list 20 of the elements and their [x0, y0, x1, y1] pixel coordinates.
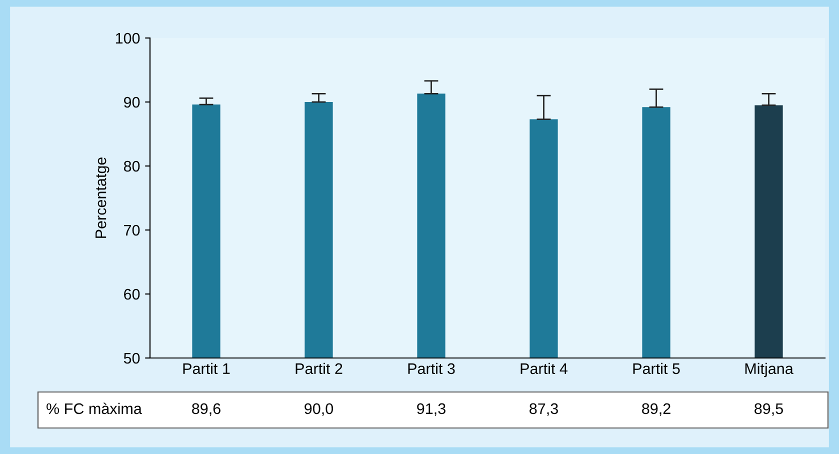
data-label: 89,6 — [192, 403, 220, 416]
y-tick-label: 50 — [124, 352, 140, 364]
x-tick-label: Partit 5 — [633, 362, 680, 374]
data-label: 89,5 — [754, 403, 783, 416]
data-label: 91,3 — [417, 403, 446, 416]
x-tick-label: Partit 1 — [183, 362, 230, 374]
x-tick-label: Partit 4 — [520, 362, 568, 374]
y-tick-label: 100 — [116, 32, 140, 44]
y-tick-label: 80 — [124, 160, 140, 172]
x-tick-label: Partit 3 — [408, 362, 455, 374]
y-axis-title: Percentatge — [96, 157, 110, 238]
data-label: 87,3 — [530, 403, 558, 416]
y-tick-label: 70 — [124, 224, 140, 236]
y-tick-label: 90 — [124, 96, 140, 108]
x-tick-label: Mitjana — [745, 362, 794, 378]
text: % FC màxima — [46, 402, 142, 414]
x-tick-label: Partit 2 — [296, 362, 342, 374]
y-tick-label: 60 — [124, 288, 140, 300]
data-label: 89,2 — [642, 403, 670, 416]
data-label: 90,0 — [304, 403, 334, 416]
